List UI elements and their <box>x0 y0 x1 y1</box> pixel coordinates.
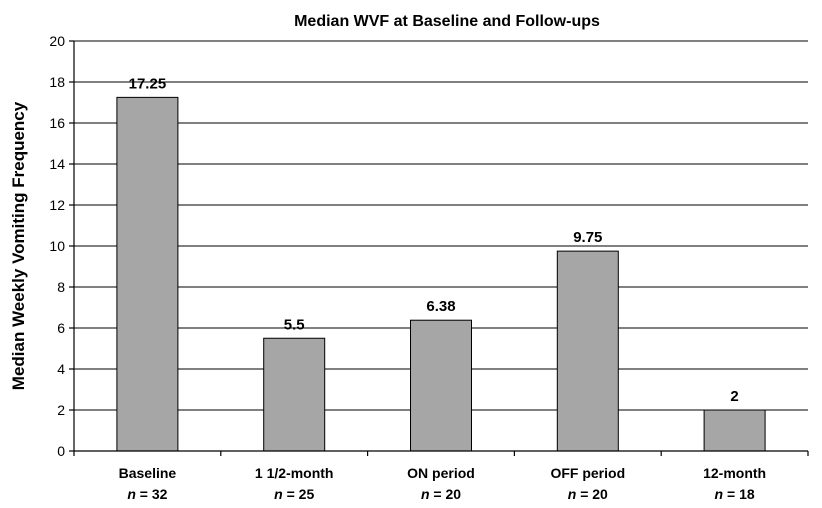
y-axis-label: Median Weekly Vomiting Frequency <box>9 101 28 390</box>
bar <box>116 96 179 452</box>
y-tick-label: 16 <box>49 115 65 131</box>
sample-size-label: n = 18 <box>715 486 755 502</box>
x-tick-label: OFF period <box>550 465 625 481</box>
x-tick-label: ON period <box>407 465 475 481</box>
bar <box>410 319 472 452</box>
bar <box>703 409 766 452</box>
y-tick-label: 0 <box>57 443 65 459</box>
data-label: 9.75 <box>573 229 602 246</box>
data-label: 17.25 <box>129 75 167 92</box>
data-label: 6.38 <box>426 298 455 315</box>
x-axis-ticks: Baseline n = 32 1 1/2-month n = 25 ON period… <box>119 465 766 502</box>
y-axis-ticks: 0 2 4 6 8 10 12 14 16 18 20 <box>49 33 74 459</box>
x-tick-label: Baseline <box>119 465 177 481</box>
y-tick-label: 12 <box>49 197 65 213</box>
sample-size-label: n = 20 <box>568 486 608 502</box>
y-tick-label: 4 <box>57 361 65 377</box>
y-tick-label: 8 <box>57 279 65 295</box>
y-tick-label: 20 <box>49 33 65 49</box>
bars <box>116 96 766 452</box>
bar <box>263 337 326 452</box>
sample-size-label: n = 25 <box>274 486 314 502</box>
data-label: 5.5 <box>284 316 305 333</box>
y-tick-label: 10 <box>49 238 65 254</box>
axes <box>73 41 809 456</box>
chart-title: Median WVF at Baseline and Follow-ups <box>294 13 600 30</box>
y-tick-label: 2 <box>57 402 65 418</box>
data-label: 2 <box>730 388 738 405</box>
y-tick-label: 18 <box>49 74 65 90</box>
sample-size-label: n = 20 <box>421 486 461 502</box>
bar <box>556 250 619 452</box>
y-tick-label: 6 <box>57 320 65 336</box>
x-tick-label: 1 1/2-month <box>255 465 334 481</box>
x-tick-label: 12-month <box>703 465 766 481</box>
y-tick-label: 14 <box>49 156 65 172</box>
sample-size-label: n = 32 <box>127 486 167 502</box>
data-labels: 17.25 5.5 6.38 9.75 2 <box>129 75 739 405</box>
gridlines <box>74 40 808 411</box>
